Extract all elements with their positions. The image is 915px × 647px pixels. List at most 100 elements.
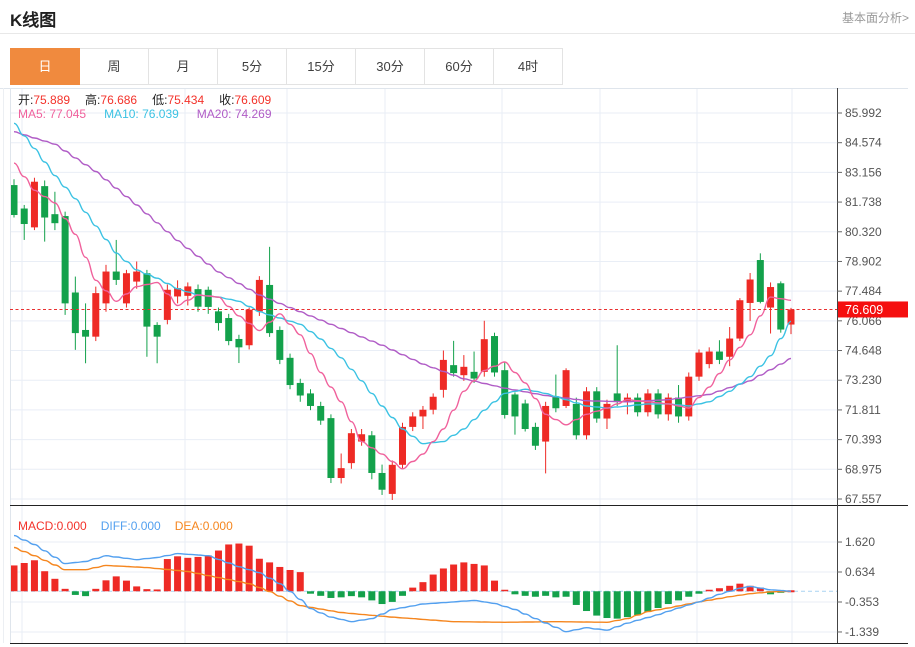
macd-bar [603, 591, 611, 619]
candle-body [358, 434, 366, 442]
tab-15min[interactable]: 15分 [286, 48, 356, 85]
ma20-line [13, 131, 792, 403]
candle [194, 284, 202, 312]
candle-body [460, 366, 468, 376]
tab-week[interactable]: 周 [79, 48, 149, 85]
candle [82, 303, 90, 364]
candle [163, 284, 171, 325]
tab-5min[interactable]: 5分 [217, 48, 287, 85]
candle-body [378, 472, 386, 490]
candles-layer [10, 177, 795, 500]
candle-body [204, 289, 212, 307]
candle-body [603, 403, 611, 419]
candle-body [429, 396, 437, 410]
candle-body [715, 351, 723, 360]
macd-bar [542, 591, 550, 596]
candle [767, 282, 775, 334]
tab-day[interactable]: 日 [10, 48, 80, 85]
price-axis-label: 71.811 [845, 403, 881, 417]
candle [10, 179, 18, 218]
candle-body [787, 309, 795, 325]
dea-line [13, 546, 792, 624]
macd-bar [174, 556, 182, 592]
price-axis-label: 78.902 [845, 254, 882, 268]
macd-bar [583, 591, 591, 612]
candle-body [705, 351, 713, 365]
candle-body [695, 352, 703, 377]
macd-layer [10, 534, 837, 633]
tab-4hour[interactable]: 4时 [493, 48, 563, 85]
candle [439, 350, 447, 398]
candle [562, 368, 570, 409]
candle-body [419, 409, 427, 417]
candle [644, 389, 652, 417]
macd-bar [429, 574, 437, 592]
candle [675, 385, 683, 423]
tab-month[interactable]: 月 [148, 48, 218, 85]
macd-bar [41, 571, 49, 592]
candle-body [593, 391, 601, 419]
macd-bar [450, 564, 458, 592]
macd-bar [705, 589, 713, 592]
candle-body [286, 357, 294, 386]
current-price-badge-value: 76.609 [845, 303, 883, 317]
candle-body [20, 208, 28, 225]
candle-body [245, 309, 253, 346]
macd-bar [266, 562, 274, 592]
candle-body [583, 391, 591, 436]
candle-body [562, 370, 570, 406]
candle-body [664, 397, 672, 415]
candle-body [736, 300, 744, 339]
macd-bar [51, 578, 59, 592]
macd-bar [255, 558, 263, 592]
fundamental-analysis-link[interactable]: 基本面分析> [841, 11, 909, 25]
candle-body [51, 214, 59, 224]
candle [501, 361, 509, 419]
candle [746, 273, 754, 321]
candle-body [122, 273, 130, 304]
candle [399, 422, 406, 469]
macd-bar [572, 591, 580, 605]
candle [143, 269, 151, 357]
ma10-line [13, 122, 792, 445]
macd-bar [470, 563, 478, 592]
macd-bar [715, 588, 723, 592]
candle-body [102, 271, 110, 304]
candle-body [746, 279, 754, 303]
candle-body [133, 271, 141, 282]
candle-body [163, 289, 171, 320]
candle [214, 307, 222, 331]
candle [460, 355, 468, 381]
tab-30min[interactable]: 30分 [355, 48, 425, 85]
macd-bar [675, 591, 683, 601]
candle [388, 460, 396, 500]
candle-body [777, 283, 785, 330]
axis-layer: 85.992 84.574 83.156 81.738 80.320 78.902 77.4… [0, 88, 908, 644]
price-axis-label: 67.557 [845, 492, 882, 506]
candle [715, 340, 723, 365]
candle [552, 374, 560, 413]
candle-body [644, 393, 652, 413]
macd-bar [664, 591, 672, 605]
candle-body [531, 426, 539, 446]
candle [153, 322, 161, 364]
macd-bar [767, 591, 775, 595]
tab-60min[interactable]: 60分 [424, 48, 494, 85]
candle-body [276, 329, 284, 360]
candle [296, 378, 304, 402]
macd-bar [204, 555, 212, 592]
macd-bar [337, 591, 345, 598]
macd-bar [358, 591, 366, 598]
candle-body [613, 393, 621, 402]
price-axis-label: 74.648 [845, 344, 882, 358]
candle [777, 281, 785, 333]
macd-bar [245, 545, 253, 592]
candle-body [194, 289, 202, 307]
macd-bar [347, 591, 355, 597]
candle-body [542, 405, 550, 442]
macd-bar [746, 585, 754, 592]
macd-bar [368, 591, 376, 601]
candle [286, 353, 294, 390]
candle-body [10, 185, 18, 216]
